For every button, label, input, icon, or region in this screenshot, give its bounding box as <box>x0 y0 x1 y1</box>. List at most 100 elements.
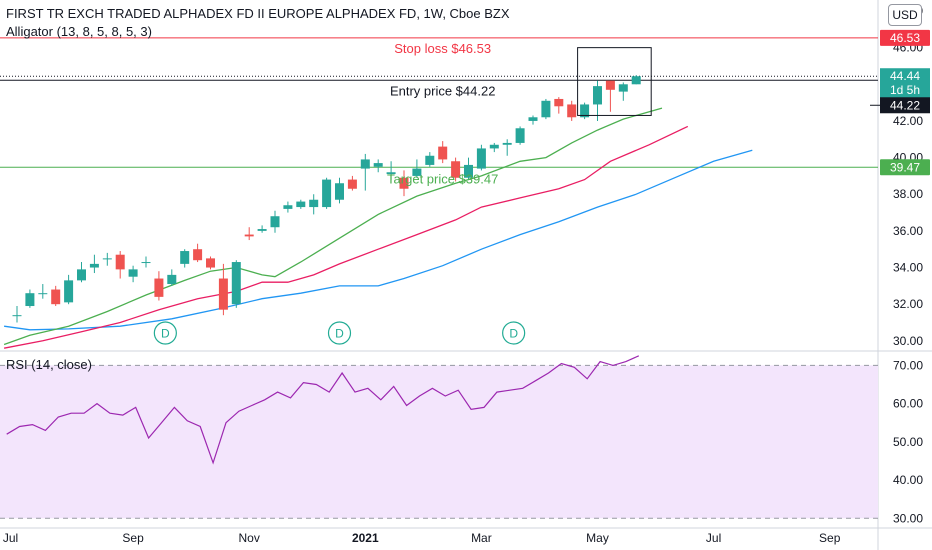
dividend-marker-label: D <box>509 327 518 341</box>
last-price-tag-bg <box>880 68 930 99</box>
candle <box>206 256 215 270</box>
candle <box>154 271 164 301</box>
dividend-marker <box>153 321 177 345</box>
time-tick-label: Sep <box>122 531 144 545</box>
candle-body <box>618 84 628 92</box>
candle-body <box>335 183 344 200</box>
candle-body <box>89 263 99 268</box>
candle-body <box>218 278 228 310</box>
target-price-tag: 39.47 <box>890 160 920 174</box>
candle-body <box>515 128 525 143</box>
candle <box>618 82 628 101</box>
candle <box>89 254 99 274</box>
candle-body <box>77 269 86 281</box>
candle <box>554 97 564 114</box>
stop-price-tag: 46.53 <box>890 31 920 45</box>
rsi-tick-label: 50.00 <box>893 435 923 449</box>
candle-body <box>464 164 473 178</box>
candle-body <box>386 172 396 175</box>
candle-body <box>567 104 577 118</box>
alligator-teeth-line <box>3 125 689 349</box>
time-tick-label: Sep <box>819 531 841 545</box>
candle <box>360 153 370 191</box>
candle <box>399 170 409 197</box>
candle <box>502 139 512 156</box>
candle <box>51 285 61 307</box>
stop-loss-annotation: Stop loss $46.53 <box>394 41 491 56</box>
candle <box>438 141 448 164</box>
dividend-marker-label: D <box>161 327 170 341</box>
candle-body <box>102 258 112 260</box>
highlight-box <box>577 47 652 116</box>
candle <box>373 159 383 173</box>
candle <box>593 80 602 121</box>
price-tick-label: 36.00 <box>893 224 923 238</box>
candle <box>283 201 293 213</box>
candle-body <box>476 148 486 169</box>
candle-body <box>528 117 538 121</box>
candle <box>128 265 138 283</box>
price-tick-label: 34.00 <box>893 261 923 275</box>
rsi-line <box>6 355 640 465</box>
price-tick-label: 42.00 <box>893 114 923 128</box>
rsi-panel-label: RSI (14, close) <box>6 357 92 372</box>
candle-body <box>593 86 602 105</box>
rsi-tick-label: 40.00 <box>893 473 923 487</box>
candle <box>296 199 306 209</box>
entry-annotation: Entry price $44.22 <box>390 83 496 98</box>
candle <box>605 80 615 112</box>
alligator-lips-line <box>3 107 663 346</box>
candle-body <box>541 100 551 118</box>
candle-body <box>489 144 499 149</box>
candle-body <box>322 179 332 208</box>
candle-body <box>244 234 254 237</box>
entry-price-tag-bg <box>880 97 930 114</box>
candle-body <box>580 104 590 118</box>
candle <box>257 225 267 233</box>
time-tick-label: May <box>586 531 609 545</box>
time-tick-label: Jul <box>3 531 18 545</box>
rsi-tick-label: 60.00 <box>893 397 923 411</box>
candle <box>231 260 241 308</box>
dividend-marker <box>502 321 526 345</box>
candle-body <box>64 280 74 303</box>
candle <box>425 152 435 167</box>
candle-body <box>605 80 615 90</box>
candle <box>322 177 332 209</box>
candle <box>528 115 538 125</box>
alligator-jaw-line <box>4 149 753 331</box>
candle-body <box>38 293 48 295</box>
candle <box>115 251 125 279</box>
candle <box>451 157 461 182</box>
indicator-label: Alligator (13, 8, 5, 8, 5, 3) <box>6 24 152 39</box>
dividend-marker-label: D <box>335 327 344 341</box>
stop-price-tag-bg <box>880 29 930 46</box>
time-tick-label: Jul <box>706 531 721 545</box>
candle <box>38 284 48 299</box>
rsi-band <box>0 365 878 519</box>
candle-body <box>193 249 203 261</box>
candle <box>347 175 357 191</box>
candle-body <box>296 201 306 208</box>
candle-body <box>283 205 293 209</box>
candle-body <box>438 146 448 160</box>
candle <box>386 161 396 180</box>
currency-button[interactable]: USD <box>888 4 922 26</box>
chart-title: FIRST TR EXCH TRADED ALPHADEX FD II EURO… <box>6 6 510 21</box>
candle-body <box>360 159 370 169</box>
candle-body <box>412 168 422 176</box>
candle <box>464 157 473 180</box>
candle-body <box>206 258 215 268</box>
candle-body <box>451 161 461 178</box>
candle-body <box>502 142 512 145</box>
candle <box>541 98 551 120</box>
candle-body <box>309 199 319 208</box>
candle <box>631 75 641 85</box>
rsi-tick-label: 30.00 <box>893 511 923 525</box>
candle <box>515 126 525 145</box>
candle-body <box>270 216 280 228</box>
candle <box>141 256 151 268</box>
candle-body <box>167 274 177 285</box>
candle <box>335 177 344 204</box>
